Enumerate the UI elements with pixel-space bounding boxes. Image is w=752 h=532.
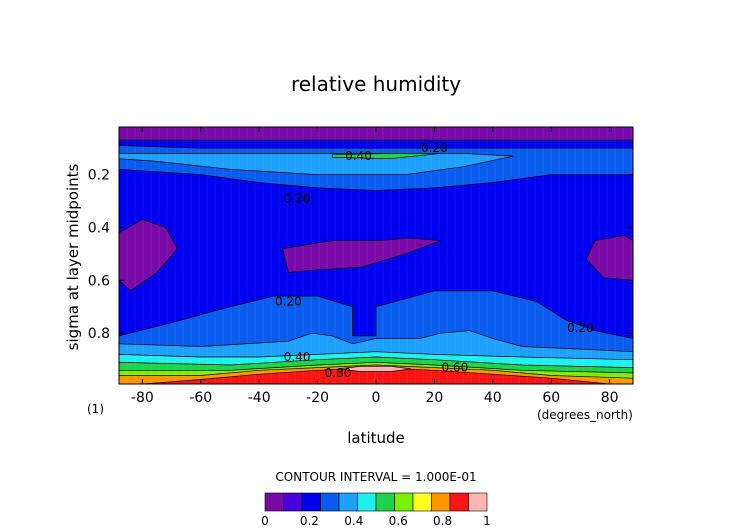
y-axis-label: sigma at layer midpoints (64, 163, 82, 350)
y-tick-label: 0.6 (88, 273, 110, 289)
contour-label: 0.20 (275, 295, 302, 309)
y-tick-label: 0.8 (88, 326, 110, 342)
colorbar-swatch (449, 492, 469, 512)
y-tick-label: 0.2 (88, 168, 110, 184)
contour-region-top-band (119, 127, 633, 141)
colorbar-tick-label: 0.4 (344, 514, 363, 528)
contour-label: 0.20 (284, 191, 311, 205)
contour-label: 0.60 (441, 361, 468, 375)
contour-region-low-center (282, 237, 441, 273)
colorbar-swatch (412, 492, 432, 512)
colorbar-swatch (301, 492, 321, 512)
contour-region-pink-center (337, 365, 412, 372)
colorbar-swatch (283, 492, 303, 512)
x-tick-label: 60 (542, 390, 560, 406)
x-tick-label: -60 (189, 390, 212, 406)
x-tick-label: -80 (131, 390, 154, 406)
colorbar-tick-label: 0.8 (433, 514, 452, 528)
contour-region-green-line-top (331, 153, 441, 160)
x-tick-label: 80 (601, 390, 619, 406)
contour-region-low-left (119, 219, 178, 292)
colorbar-swatch (431, 492, 451, 512)
colorbar-tick-label: 0.6 (389, 514, 408, 528)
chart-title: relative humidity (291, 72, 461, 96)
colorbar-swatch (338, 492, 358, 512)
colorbar-tick-label: 0 (261, 514, 269, 528)
colorbar-swatch (320, 492, 340, 512)
colorbar-swatch (375, 492, 395, 512)
y-tick-label: 0.4 (88, 220, 110, 236)
x-tick-label: 0 (372, 390, 381, 406)
contour-region-cyan-top (119, 153, 514, 175)
colorbar-tick-label: 1 (483, 514, 491, 528)
contour-label: 0.20 (567, 321, 594, 335)
colorbar-swatch (357, 492, 377, 512)
contour-interval: CONTOUR INTERVAL = 1.000E-01 (275, 470, 476, 484)
colorbar-tick-label: 0.2 (300, 514, 319, 528)
contour-region-low-right (585, 235, 633, 281)
y-units-note: (1) (87, 402, 104, 416)
contour-label: 0.40 (284, 350, 311, 364)
contour-labels: 0.20 0.40 0.20 0.20 0.20 0.40 0.60 0.80 (275, 141, 594, 380)
colorbar: 0 0.2 0.4 0.6 0.8 1 (261, 492, 491, 528)
x-tick-label: -20 (306, 390, 329, 406)
contour-fills (119, 127, 633, 384)
contour-label: 0.80 (325, 366, 352, 380)
plot-area (118, 126, 634, 385)
y-axis: 0.2 0.4 0.6 0.8 (88, 168, 633, 342)
x-tick-label: -40 (248, 390, 271, 406)
x-axis-label: latitude (347, 429, 405, 447)
colorbar-swatch (468, 492, 488, 512)
x-tick-label: 40 (484, 390, 502, 406)
x-tick-label: 20 (425, 390, 443, 406)
x-units: (degrees_north) (537, 408, 633, 422)
colorbar-swatch (264, 492, 284, 512)
colorbar-swatch (394, 492, 414, 512)
contour-label: 0.40 (345, 149, 372, 163)
x-axis: -80 -60 -40 -20 0 20 40 60 80 (131, 127, 619, 406)
contour-label: 0.20 (421, 141, 448, 155)
